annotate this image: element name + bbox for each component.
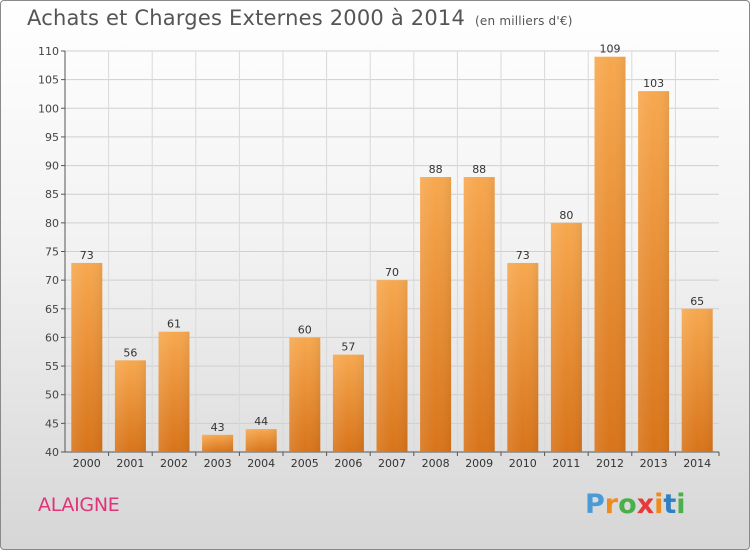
data-label: 60 bbox=[298, 323, 312, 336]
logo-letter: i bbox=[654, 489, 664, 520]
x-tick-label: 2002 bbox=[160, 457, 188, 470]
bar-shine bbox=[114, 360, 146, 452]
data-label: 57 bbox=[341, 341, 355, 354]
y-tick-label: 110 bbox=[38, 45, 59, 58]
bar-shine bbox=[376, 280, 408, 452]
bar-shine bbox=[202, 434, 234, 452]
commune-name: ALAIGNE bbox=[38, 494, 120, 516]
y-tick-label: 105 bbox=[38, 74, 59, 87]
bar-shine bbox=[681, 308, 713, 452]
data-label: 73 bbox=[80, 249, 94, 262]
data-label: 65 bbox=[690, 295, 704, 308]
logo-letter: P bbox=[585, 489, 605, 520]
y-tick-label: 70 bbox=[45, 274, 59, 287]
bar-shine bbox=[289, 337, 321, 452]
x-tick-label: 2009 bbox=[465, 457, 493, 470]
chart-title: Achats et Charges Externes 2000 à 2014 (e… bbox=[27, 6, 573, 30]
x-tick-label: 2005 bbox=[291, 457, 319, 470]
logo-letter: i bbox=[676, 489, 686, 520]
y-tick-label: 65 bbox=[45, 303, 59, 316]
data-label: 61 bbox=[167, 318, 181, 331]
bar-shine bbox=[638, 91, 670, 452]
x-tick-label: 2013 bbox=[640, 457, 668, 470]
x-tick-label: 2014 bbox=[683, 457, 711, 470]
y-tick-label: 55 bbox=[45, 360, 59, 373]
x-tick-label: 2008 bbox=[422, 457, 450, 470]
bar-shine bbox=[332, 354, 364, 452]
data-labels: 73 56 61 43 44 60 57 70 88 88 73 80 109 103 65 bbox=[80, 43, 704, 434]
data-label: 103 bbox=[643, 77, 664, 90]
data-label: 44 bbox=[254, 415, 268, 428]
bar-shine bbox=[594, 56, 626, 452]
y-tick-label: 100 bbox=[38, 102, 59, 115]
x-tick-label: 2001 bbox=[116, 457, 144, 470]
x-tick-label: 2004 bbox=[247, 457, 275, 470]
logo-letter: t bbox=[663, 489, 677, 520]
y-tick-label: 50 bbox=[45, 389, 59, 402]
y-tick-label: 75 bbox=[45, 246, 59, 259]
title-unit: (en milliers d'€) bbox=[475, 14, 573, 28]
bar-shine bbox=[420, 177, 452, 452]
x-tick-label: 2000 bbox=[73, 457, 101, 470]
bar-shine bbox=[550, 222, 582, 452]
x-tick-label: 2003 bbox=[204, 457, 232, 470]
logo-letter: x bbox=[636, 489, 655, 520]
data-label: 70 bbox=[385, 266, 399, 279]
data-label: 73 bbox=[516, 249, 530, 262]
proxiti-logo: Proxiti bbox=[585, 489, 686, 520]
y-tick-label: 90 bbox=[45, 160, 59, 173]
bar-shine bbox=[463, 177, 495, 452]
x-tick-label: 2012 bbox=[596, 457, 624, 470]
x-tick-label: 2010 bbox=[509, 457, 537, 470]
data-label: 109 bbox=[600, 43, 621, 56]
x-tick-label: 2011 bbox=[552, 457, 580, 470]
bars bbox=[71, 56, 713, 452]
logo-letter: o bbox=[618, 489, 637, 520]
logo-letter: r bbox=[604, 489, 619, 520]
y-tick-label: 95 bbox=[45, 131, 59, 144]
y-tick-label: 80 bbox=[45, 217, 59, 230]
y-tick-label: 45 bbox=[45, 417, 59, 430]
bar-shine bbox=[158, 331, 190, 452]
x-tick-label: 2006 bbox=[334, 457, 362, 470]
data-label: 88 bbox=[429, 163, 443, 176]
bar-shine bbox=[507, 262, 539, 452]
title-text: Achats et Charges Externes 2000 à 2014 bbox=[27, 6, 466, 30]
data-label: 80 bbox=[559, 209, 573, 222]
y-tick-label: 85 bbox=[45, 188, 59, 201]
data-label: 43 bbox=[211, 421, 225, 434]
bar-shine bbox=[71, 262, 103, 452]
data-label: 88 bbox=[472, 163, 486, 176]
y-tick-label: 40 bbox=[45, 446, 59, 459]
y-tick-label: 60 bbox=[45, 331, 59, 344]
x-tick-label: 2007 bbox=[378, 457, 406, 470]
bar-shine bbox=[245, 429, 277, 452]
data-label: 56 bbox=[123, 346, 137, 359]
